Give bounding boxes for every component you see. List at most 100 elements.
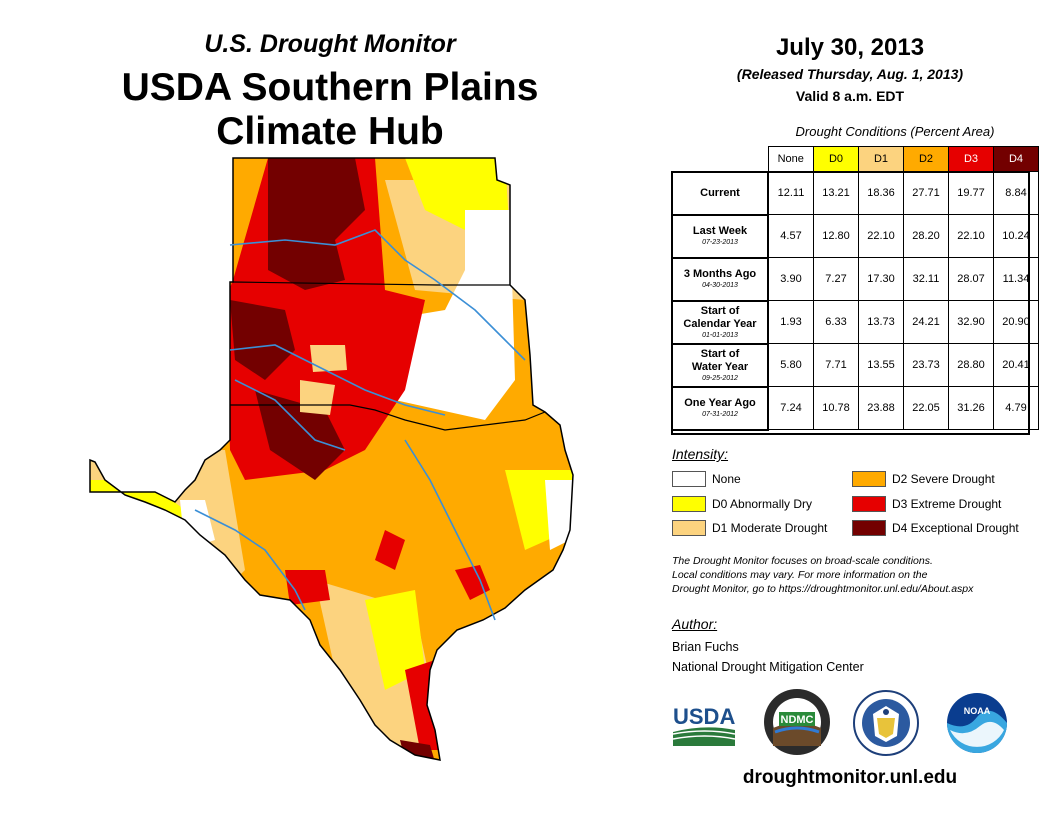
drought-map (89, 157, 574, 761)
table-cell: 7.71 (813, 343, 859, 387)
release-date: (Released Thursday, Aug. 1, 2013) (736, 66, 964, 82)
table-cell: 17.30 (858, 257, 904, 301)
legend-item-d4: D4 Exceptional Drought (852, 520, 1019, 536)
legend-title: Intensity: (672, 446, 729, 462)
legend-swatch (672, 520, 706, 536)
table-cell: 32.11 (903, 257, 949, 301)
row-label-text: Start of (700, 347, 740, 360)
table-cell: 12.80 (813, 214, 859, 258)
table-cell: 8.84 (993, 171, 1039, 215)
report-date: July 30, 2013 (775, 34, 925, 61)
usda-logo: USDA (672, 704, 735, 746)
legend-item-none: None (672, 471, 741, 487)
table-cell: 7.27 (813, 257, 859, 301)
col-none: None (767, 146, 814, 172)
row-label: Start of Water Year 09-25-2012 (671, 342, 769, 388)
col-d2: D2 (903, 146, 949, 172)
row-label: Last Week 07-23-2013 (671, 213, 769, 259)
row-label: 3 Months Ago 04-30-2013 (671, 256, 769, 302)
table-cell: 19.77 (948, 171, 994, 215)
col-d3: D3 (948, 146, 994, 172)
legend-swatch (852, 496, 886, 512)
table-cell: 10.78 (813, 386, 859, 430)
note-line: Local conditions may vary. For more info… (672, 569, 928, 581)
table-cell: 28.80 (948, 343, 994, 387)
note-line: The Drought Monitor focuses on broad-sca… (672, 555, 933, 567)
table-cell: 18.36 (858, 171, 904, 215)
legend-swatch (852, 471, 886, 487)
noaa-logo: NOAA (947, 693, 1007, 753)
table-cell: 23.73 (903, 343, 949, 387)
legend-item-d0: D0 Abnormally Dry (672, 496, 812, 512)
usda-logo-text: USDA (673, 704, 735, 729)
table-cell: 22.10 (948, 214, 994, 258)
disclaimer-note: The Drought Monitor focuses on broad-sca… (672, 554, 1032, 596)
table-cell: 7.24 (767, 386, 814, 430)
table-cell: 20.90 (993, 300, 1039, 344)
table-cell: 6.33 (813, 300, 859, 344)
ndmc-logo: NDMC (764, 689, 830, 755)
doc-seal-logo (853, 690, 919, 756)
row-date: 09-25-2012 (702, 374, 738, 382)
table-cell: 23.88 (858, 386, 904, 430)
row-date: 07-31-2012 (702, 411, 738, 418)
valid-time: Valid 8 a.m. EDT (795, 88, 905, 104)
legend-swatch (852, 520, 886, 536)
legend-swatch (672, 496, 706, 512)
table-cell: 20.41 (993, 343, 1039, 387)
row-date: 04-30-2013 (702, 282, 738, 289)
author-block: Brian Fuchs National Drought Mitigation … (672, 637, 864, 677)
legend-label: D2 Severe Drought (892, 472, 995, 486)
legend-label: D4 Exceptional Drought (892, 521, 1019, 535)
row-label-text-2: Water Year (691, 360, 749, 373)
table-cell: 3.90 (767, 257, 814, 301)
title-line-2: Climate Hub (216, 110, 444, 153)
author-name: Brian Fuchs (672, 640, 739, 654)
table-row: Start of Water Year 09-25-2012 5.80 7.71 13.5… (671, 342, 1039, 388)
table-cell: 11.34 (993, 257, 1039, 301)
row-label: Current (671, 170, 769, 216)
table-cell: 13.55 (858, 343, 904, 387)
col-d4: D4 (993, 146, 1039, 172)
table-row: One Year Ago 07-31-2012 7.24 10.78 23.88 22.0… (671, 385, 1039, 431)
drought-conditions-table: None D0 D1 D2 D3 D4 Current 12.11 13.21 18.… (671, 146, 1039, 431)
ndmc-logo-text: NDMC (781, 714, 814, 726)
table-cell: 13.73 (858, 300, 904, 344)
table-cell: 31.26 (948, 386, 994, 430)
note-line: Drought Monitor, go to https://droughtmo… (672, 583, 974, 595)
col-d1: D1 (858, 146, 904, 172)
col-d0: D0 (813, 146, 859, 172)
row-label-text: One Year Ago (684, 397, 756, 409)
legend-label: None (712, 472, 741, 486)
table-header-row: None D0 D1 D2 D3 D4 (672, 146, 1039, 172)
legend-swatch (672, 471, 706, 487)
legend-label: D0 Abnormally Dry (712, 497, 813, 511)
table-cell: 13.21 (813, 171, 859, 215)
table-title: Drought Conditions (Percent Area) (795, 124, 995, 139)
table-cell: 22.10 (858, 214, 904, 258)
table-cell: 28.07 (948, 257, 994, 301)
author-heading: Author: (672, 616, 718, 632)
footer-url: droughtmonitor.unl.edu (742, 767, 958, 788)
row-date: 07-23-2013 (702, 239, 738, 246)
table-cell: 12.11 (767, 171, 814, 215)
map-title: USDA Southern Plains Climate Hub (80, 66, 580, 154)
table-cell: 5.80 (767, 343, 814, 387)
legend-item-d1: D1 Moderate Drought (672, 520, 827, 536)
row-label-text: Last Week (692, 225, 748, 237)
row-label-text: 3 Months Ago (683, 268, 757, 280)
row-label-text: Start of (700, 304, 740, 317)
table-cell: 4.79 (993, 386, 1039, 430)
table-cell: 22.05 (903, 386, 949, 430)
legend-item-d2: D2 Severe Drought (852, 471, 995, 487)
author-org: National Drought Mitigation Center (672, 660, 864, 674)
table-corner (672, 147, 768, 172)
table-cell: 28.20 (903, 214, 949, 258)
legend-label: D3 Extreme Drought (892, 497, 1002, 511)
row-date: 01-01-2013 (702, 331, 738, 339)
table-row: Last Week 07-23-2013 4.57 12.80 22.10 28.20 22… (671, 213, 1039, 259)
table-cell: 4.57 (767, 214, 814, 258)
row-label-text-2: Calendar Year (683, 317, 757, 330)
table-cell: 1.93 (767, 300, 814, 344)
row-label-text: Current (700, 186, 740, 199)
